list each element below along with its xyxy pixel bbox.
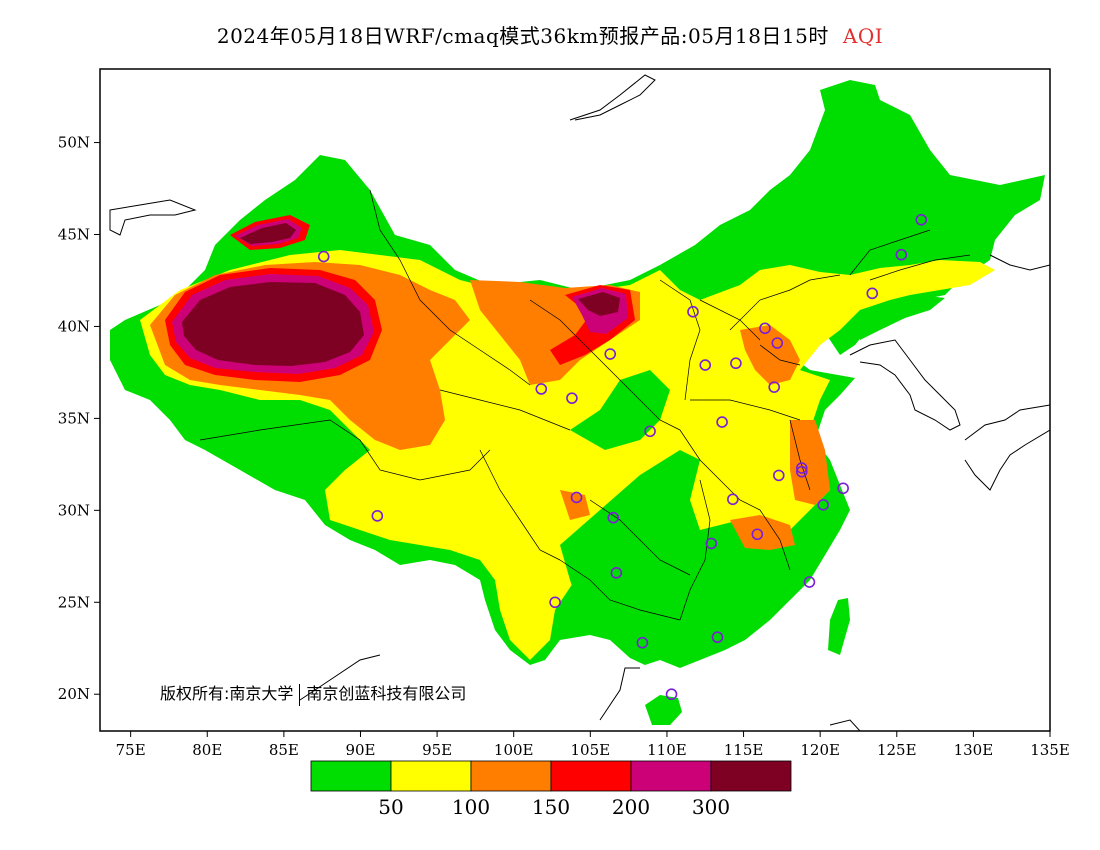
station-marker [772, 469, 785, 482]
copyright-notice: 版权所有:南京大学 南京创蓝科技有限公司 [160, 680, 466, 706]
x-axis: 75E 80E 85E 90E 95E 100E 105E 110E 115E 120E 125E 1… [116, 731, 1070, 759]
colorbar-swatch [710, 760, 792, 792]
province-boundaries [199, 189, 971, 621]
aqi-colorbar: 50 100 150 200 300 [310, 760, 792, 819]
region-orange-sichuan [560, 490, 590, 520]
x-tick-label: 80E [192, 741, 222, 759]
colorbar-swatch [550, 760, 632, 792]
region-maroon-dzungaria [240, 223, 296, 244]
station-marker [604, 348, 617, 360]
colorbar-label: 150 [532, 795, 570, 819]
region-orange-hebei [740, 325, 800, 385]
title-text: 2024年05月18日WRF/cmaq模式36km预报产品:05月18日15时 [216, 24, 829, 48]
station-marker [768, 381, 780, 393]
x-tick-label: 115E [724, 741, 764, 759]
x-tick-label: 100E [494, 741, 534, 759]
map-plot-area [109, 74, 1050, 731]
station-marker [771, 337, 784, 349]
station-marker [751, 528, 764, 541]
station-marker [687, 305, 699, 318]
copyright-partner: 南京创蓝科技有限公司 [306, 684, 467, 703]
x-tick-label: 110E [647, 741, 687, 759]
y-tick-label: 20N [58, 685, 90, 703]
station-marker [699, 359, 712, 371]
y-tick-label: 25N [58, 593, 90, 611]
colorbar-label: 100 [452, 795, 490, 819]
taiwan-green [828, 598, 850, 655]
y-tick-label: 40N [58, 317, 90, 335]
station-marker [610, 567, 623, 579]
station-marker [817, 499, 830, 511]
y-tick-label: 50N [58, 134, 90, 152]
y-tick-label: 35N [58, 409, 90, 427]
station-marker [665, 688, 678, 701]
station-marker [644, 425, 656, 438]
x-tick-label: 90E [345, 741, 375, 759]
map-frame [99, 68, 1051, 732]
station-marker [711, 631, 724, 644]
station-marker [636, 636, 649, 649]
station-marker [535, 383, 548, 395]
x-tick-label: 75E [116, 741, 146, 759]
x-tick-label: 120E [800, 741, 840, 759]
station-marker [705, 537, 718, 550]
station-marker [803, 576, 816, 588]
station-marker [549, 596, 561, 609]
station-marker [895, 248, 908, 261]
region-green-southcentral [560, 450, 810, 655]
station-marker [759, 322, 771, 335]
station-marker [317, 250, 330, 263]
region-maroon-tarim [182, 282, 364, 366]
station-marker [795, 462, 808, 474]
colorbar-label: 50 [378, 795, 403, 819]
colorbar-label: 300 [692, 795, 730, 819]
colorbar-swatch [310, 760, 392, 792]
x-tick-label: 130E [954, 741, 994, 759]
station-marker [607, 511, 620, 524]
y-axis: 50N 45N 40N 35N 30N 25N 20N [58, 134, 100, 703]
region-maroon-alxa [578, 292, 620, 316]
station-markers [317, 213, 928, 701]
colorbar-label: 200 [612, 795, 650, 819]
copyright-owner: 版权所有:南京大学 [160, 684, 294, 703]
x-tick-label: 125E [877, 741, 917, 759]
station-marker [570, 491, 583, 504]
x-tick-label: 105E [571, 741, 611, 759]
region-orange-east [790, 420, 830, 505]
station-marker [837, 482, 849, 495]
region-green-northeast [860, 295, 945, 340]
station-marker [866, 287, 879, 300]
station-marker [915, 213, 928, 226]
x-tick-label: 95E [422, 741, 452, 759]
colorbar-swatch [470, 760, 552, 792]
station-marker [716, 416, 728, 428]
y-tick-label: 30N [58, 501, 90, 519]
map-title: 2024年05月18日WRF/cmaq模式36km预报产品:05月18日15时 A… [0, 20, 1100, 49]
colorbar-swatch [630, 760, 712, 792]
hainan-green [645, 695, 682, 725]
station-marker [371, 510, 384, 522]
station-marker [795, 465, 808, 478]
title-variable: AQI [842, 24, 884, 48]
colorbar-swatch [390, 760, 472, 792]
station-marker [566, 392, 578, 404]
station-marker [730, 357, 742, 370]
x-tick-label: 85E [269, 741, 299, 759]
station-marker [727, 493, 739, 506]
coastlines [109, 74, 1050, 731]
y-tick-label: 45N [58, 226, 90, 244]
copyright-divider [299, 683, 301, 706]
x-tick-label: 135E [1030, 741, 1070, 759]
